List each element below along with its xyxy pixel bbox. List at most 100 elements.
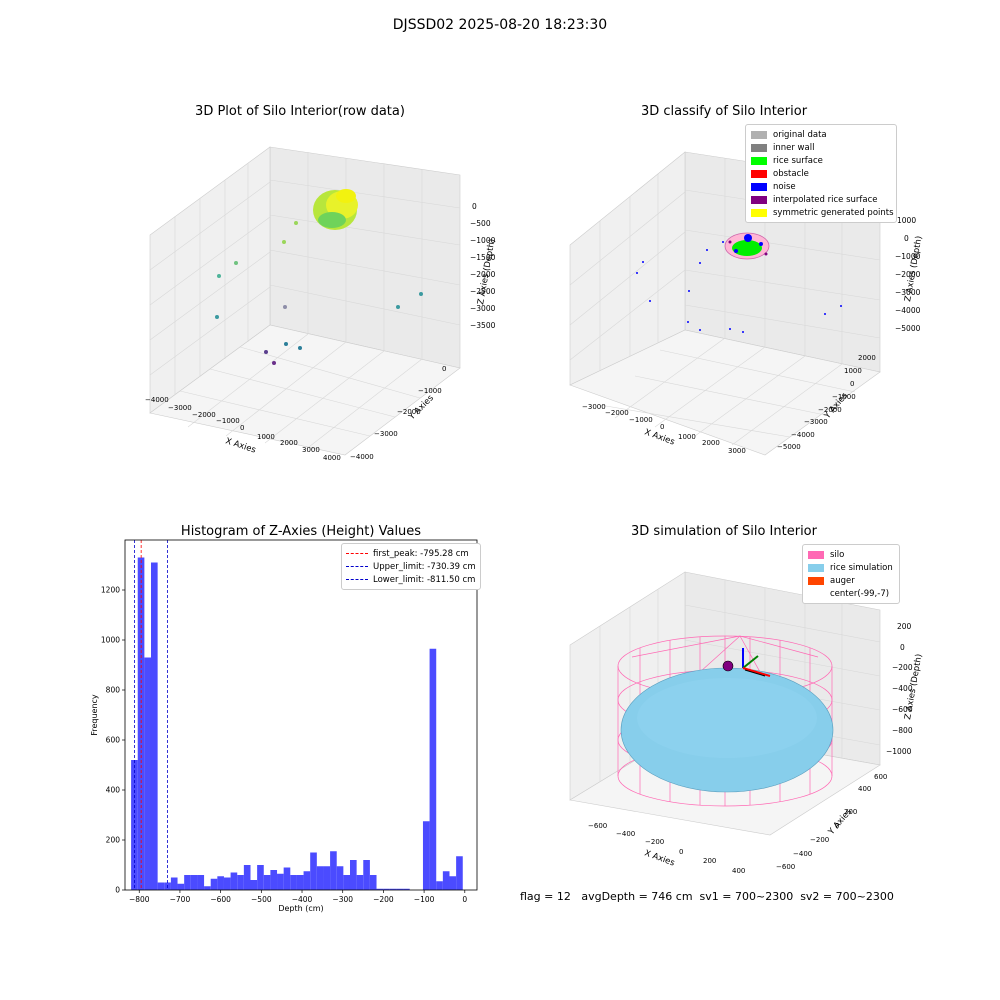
p2-ytick: 0 <box>850 380 854 388</box>
histogram-bar <box>137 557 145 890</box>
panel2-legend: original data inner wall rice surface ob… <box>745 124 897 223</box>
p2-ytick: 1000 <box>844 367 862 375</box>
p1-xtick: 0 <box>240 424 244 432</box>
histogram-reference-lines <box>134 540 168 890</box>
legend-interpolated: interpolated rice surface <box>751 193 891 206</box>
panel4-y-ticks: −600 −400 −200 0 200 400 600 <box>776 773 887 871</box>
panel1-z-ticks: 0 −500 −1000 −1500 −2000 −2500 −3000 −35… <box>470 202 496 330</box>
panel4-3d-plot: 200 0 −200 −400 −600 −800 −1000 Z Axies … <box>569 571 925 875</box>
histogram-bar <box>303 871 311 890</box>
p2-ytick: −4000 <box>791 431 815 439</box>
legend-line <box>346 553 368 554</box>
p1-xtick: −4000 <box>145 396 169 404</box>
p1-ztick: −500 <box>470 219 491 228</box>
p1-ztick: −2000 <box>470 270 496 279</box>
histogram-xtick-label: −400 <box>292 895 313 904</box>
histogram-bar <box>277 873 284 890</box>
histogram-bar <box>383 888 390 890</box>
p2-ytick: −5000 <box>777 443 801 451</box>
p4-xtick: −600 <box>588 822 607 830</box>
legend-swatch <box>808 589 824 598</box>
histogram-bar <box>257 865 264 890</box>
p4-ztick: −400 <box>892 684 913 693</box>
histogram-bar <box>290 875 297 890</box>
p2-xtick: −1000 <box>629 416 653 424</box>
p1-xtick: −1000 <box>216 417 240 425</box>
p1-ztick: −1500 <box>470 253 496 262</box>
panel1-scatter-points <box>215 221 423 365</box>
legend-swatch <box>751 195 767 204</box>
panel4-legend: silo rice simulation auger center(-99,-7… <box>802 544 900 604</box>
p4-ytick: −200 <box>810 836 829 844</box>
histogram-bar <box>184 875 191 890</box>
p2-ytick: −1000 <box>832 393 856 401</box>
p4-ytick: 0 <box>835 822 839 830</box>
histogram-bar <box>190 875 198 890</box>
p2-xtick: −3000 <box>582 403 606 411</box>
p4-ytick: −400 <box>793 850 812 858</box>
p1-ztick: −3500 <box>470 321 496 330</box>
panel4-rice-simulation <box>620 667 834 793</box>
panel2-z-ticks: 1000 0 −1000 −2000 −3000 −4000 −5000 <box>895 216 921 333</box>
histogram-xlabel: Depth (cm) <box>278 904 323 913</box>
histogram-bar <box>429 648 437 890</box>
histogram-bar <box>283 867 291 890</box>
histogram-bar <box>343 875 350 890</box>
histogram-xtick-label: −600 <box>210 895 231 904</box>
histogram-bar <box>263 875 271 890</box>
legend-obstacle: obstacle <box>751 167 891 180</box>
panel2-classified-points <box>636 232 842 333</box>
histogram-bar <box>204 886 211 890</box>
histogram-bar <box>217 876 224 890</box>
p4-ztick: −1000 <box>886 747 912 756</box>
histogram-bar <box>356 875 364 890</box>
panel1-x-ticks: −4000 −3000 −2000 −1000 0 1000 2000 3000… <box>145 396 341 462</box>
p1-xtick: −2000 <box>192 411 216 419</box>
p1-xtick: 4000 <box>323 454 341 462</box>
p4-ytick: 400 <box>858 785 871 793</box>
histogram-bar <box>237 875 244 890</box>
p1-ztick: −2500 <box>470 287 496 296</box>
panel1-rice-surface <box>313 189 358 230</box>
legend-silo: silo <box>808 548 894 561</box>
histogram-bar <box>170 877 178 890</box>
p4-xtick: −200 <box>645 838 664 846</box>
legend-rice-simulation: rice simulation <box>808 561 894 574</box>
histogram-bar <box>442 871 450 890</box>
panel1-title: 3D Plot of Silo Interior(row data) <box>195 104 405 119</box>
p4-ytick: −600 <box>776 863 795 871</box>
histogram-bar <box>177 883 185 890</box>
p4-ztick: −600 <box>892 705 913 714</box>
legend-line <box>346 566 368 567</box>
p2-ztick: −1000 <box>895 252 921 261</box>
legend-original-data: original data <box>751 128 891 141</box>
histogram-bar <box>349 860 357 890</box>
p2-ztick: −4000 <box>895 306 921 315</box>
legend-auger: auger <box>808 574 894 587</box>
p1-ztick: −1000 <box>470 236 496 245</box>
histogram-chart: −800 −700 −600 −500 −400 −300 −200 −100 0 0 200 40… <box>90 539 478 913</box>
histogram-ytick-label: 600 <box>106 736 121 745</box>
p4-xtick: 200 <box>703 857 716 865</box>
p1-xtick: 2000 <box>280 439 298 447</box>
histogram-bar <box>323 866 331 890</box>
p2-ztick: 1000 <box>897 216 916 225</box>
histogram-xtick-label: −500 <box>251 895 272 904</box>
histogram-bar <box>151 562 158 890</box>
panel2-x-ticks: −3000 −2000 −1000 0 1000 2000 3000 <box>582 403 746 455</box>
histogram-bars <box>131 557 463 890</box>
p1-ztick: 0 <box>472 202 477 211</box>
p4-ztick: 200 <box>897 622 912 631</box>
histogram-bar <box>243 865 251 890</box>
p1-ytick: −4000 <box>350 453 374 461</box>
histogram-ytick-label: 800 <box>106 686 121 695</box>
p2-xtick: 0 <box>660 423 664 431</box>
p1-ytick: −3000 <box>374 430 398 438</box>
legend-upper-limit: Upper_limit: -730.39 cm <box>346 560 476 573</box>
histogram-xtick-label: −100 <box>414 895 435 904</box>
histogram-ylabel: Frequency <box>90 694 99 736</box>
p4-xlabel: X Axies <box>643 848 676 868</box>
p2-xtick: −2000 <box>605 409 629 417</box>
histogram-legend: first_peak: -795.28 cm Upper_limit: -730… <box>341 543 481 590</box>
p2-zlabel: Z Axies (Depth) <box>903 235 924 302</box>
